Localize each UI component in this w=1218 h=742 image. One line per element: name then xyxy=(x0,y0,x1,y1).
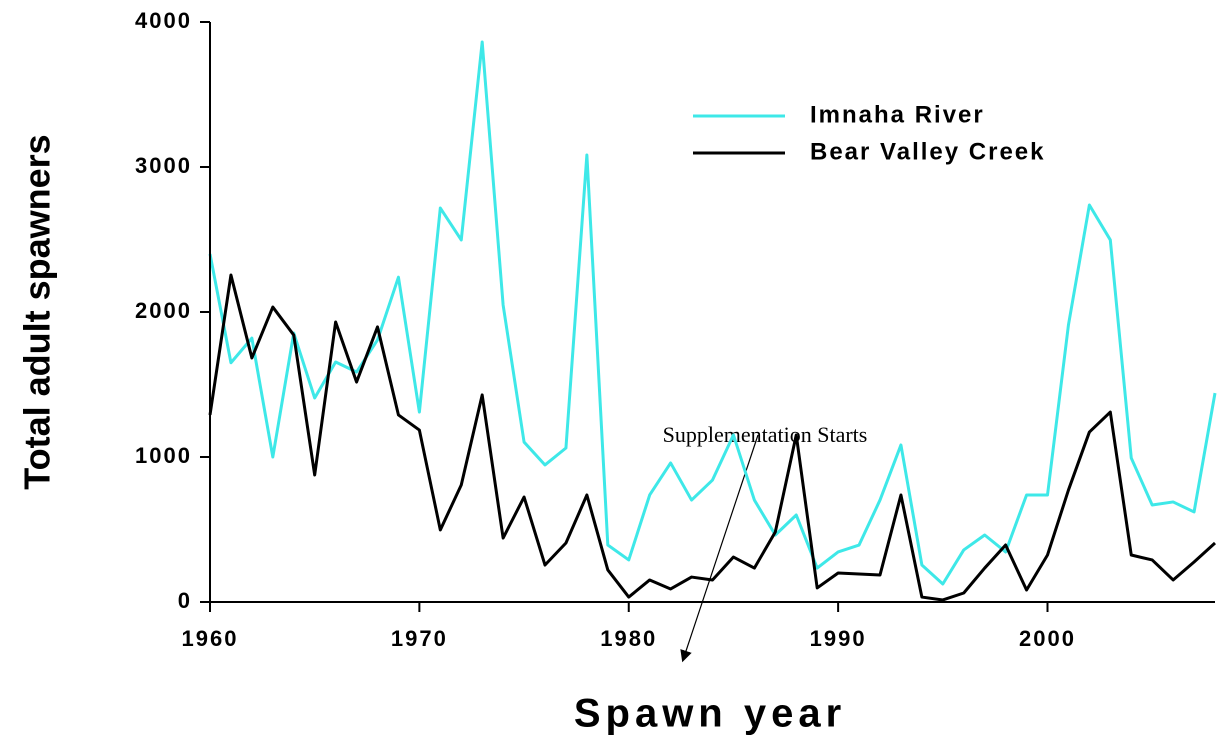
y-tick-label: 3000 xyxy=(135,153,192,178)
x-axis-label: Spawn year xyxy=(574,692,846,736)
x-tick-label: 2000 xyxy=(1019,626,1076,651)
y-tick-label: 2000 xyxy=(135,298,192,323)
y-tick-label: 4000 xyxy=(135,8,192,33)
series-line xyxy=(208,40,1217,586)
y-tick-label: 1000 xyxy=(135,443,192,468)
y-axis-label: Total adult spawners xyxy=(17,134,58,489)
x-tick-label: 1960 xyxy=(182,626,239,651)
annotation: Supplementation Starts xyxy=(663,422,868,447)
x-tick-label: 1970 xyxy=(391,626,448,651)
x-tick-label: 1990 xyxy=(810,626,867,651)
legend-label: Imnaha River xyxy=(810,101,985,128)
x-tick-label: 1980 xyxy=(600,626,657,651)
annotation-arrow xyxy=(680,434,759,663)
y-tick-label: 0 xyxy=(178,588,192,613)
legend-label: Bear Valley Creek xyxy=(810,138,1045,165)
series-line xyxy=(208,273,1217,602)
